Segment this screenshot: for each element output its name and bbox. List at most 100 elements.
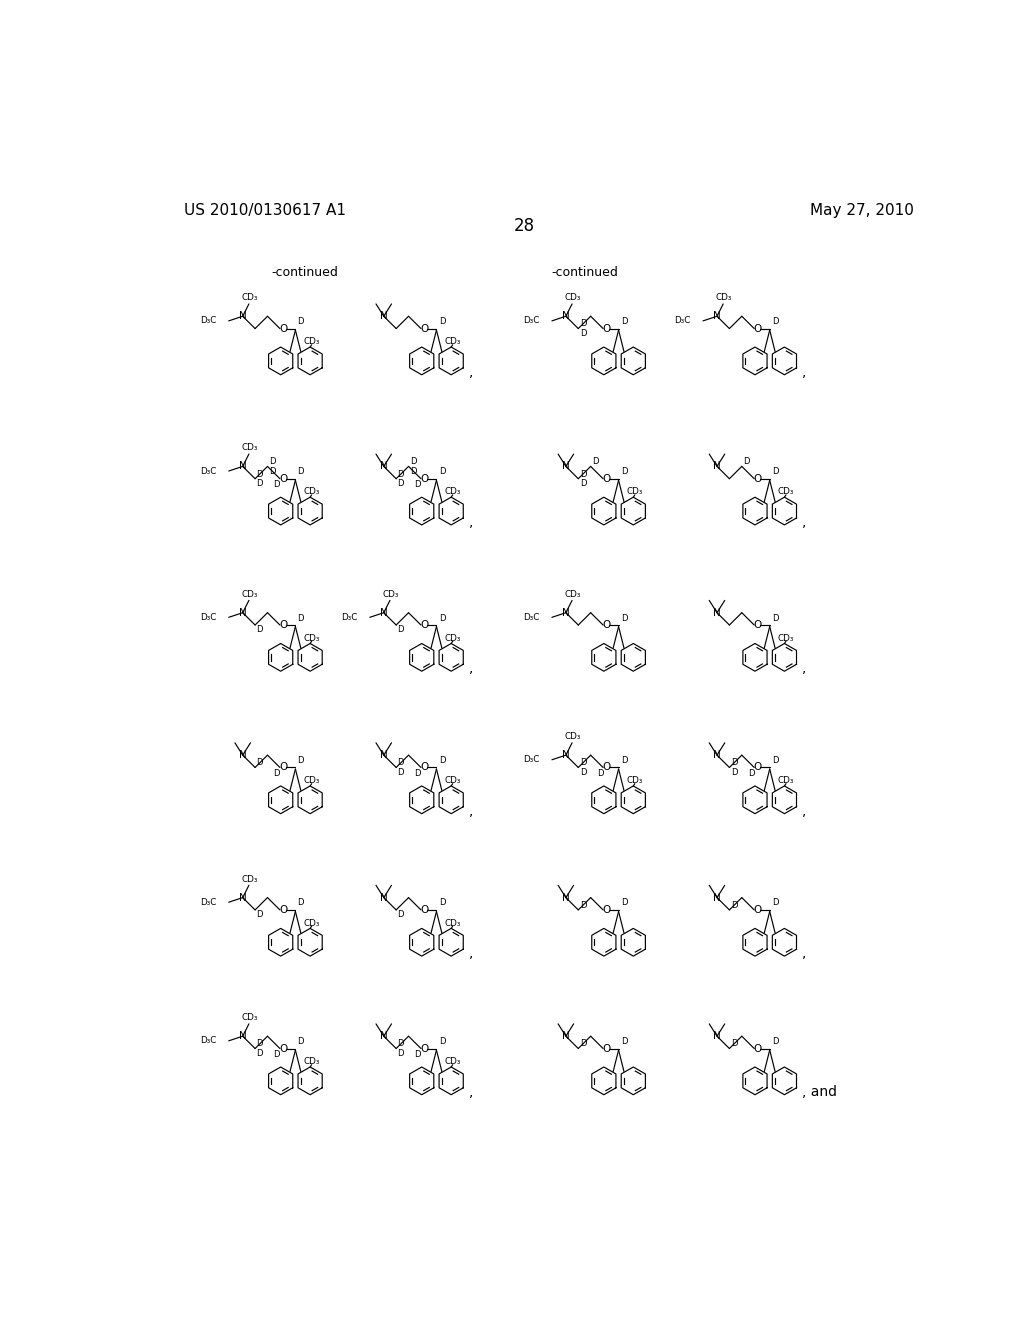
Text: D: D <box>269 466 275 475</box>
Text: D: D <box>731 768 737 776</box>
Text: CD₃: CD₃ <box>242 875 258 883</box>
Text: D: D <box>298 756 304 766</box>
Text: O: O <box>420 906 428 915</box>
Text: D: D <box>410 466 417 475</box>
Text: D: D <box>298 317 304 326</box>
Text: CD₃: CD₃ <box>564 293 581 302</box>
Text: CD₃: CD₃ <box>444 337 461 346</box>
Text: D: D <box>273 480 280 490</box>
Text: ,: , <box>802 515 807 529</box>
Text: ,: , <box>802 946 807 960</box>
Text: O: O <box>279 906 287 915</box>
Text: O: O <box>279 474 287 483</box>
Text: D: D <box>397 768 404 776</box>
Text: D: D <box>580 900 586 909</box>
Text: D: D <box>415 1051 421 1059</box>
Text: D: D <box>397 1048 404 1057</box>
Text: D₃C: D₃C <box>523 317 540 325</box>
Text: O: O <box>602 906 610 915</box>
Text: ,: , <box>469 364 473 379</box>
Text: D: D <box>438 467 445 477</box>
Text: D: D <box>298 467 304 477</box>
Text: CD₃: CD₃ <box>778 487 795 496</box>
Text: O: O <box>420 474 428 483</box>
Text: -continued: -continued <box>552 265 618 279</box>
Text: D: D <box>438 899 445 907</box>
Text: O: O <box>754 323 762 334</box>
Text: O: O <box>420 763 428 772</box>
Text: N: N <box>562 607 569 618</box>
Text: D: D <box>621 899 628 907</box>
Text: D₃C: D₃C <box>200 1036 216 1045</box>
Text: -continued: -continued <box>271 265 338 279</box>
Text: D: D <box>597 770 603 777</box>
Text: O: O <box>279 323 287 334</box>
Text: D: D <box>438 756 445 766</box>
Text: N: N <box>380 750 388 760</box>
Text: CD₃: CD₃ <box>242 293 258 302</box>
Text: CD₃: CD₃ <box>778 776 795 785</box>
Text: D: D <box>298 1038 304 1045</box>
Text: CD₃: CD₃ <box>303 337 319 346</box>
Text: D₃C: D₃C <box>200 612 216 622</box>
Text: CD₃: CD₃ <box>242 590 258 599</box>
Text: N: N <box>562 312 569 321</box>
Text: CD₃: CD₃ <box>564 590 581 599</box>
Text: N: N <box>239 892 247 903</box>
Text: ,: , <box>469 515 473 529</box>
Text: O: O <box>754 474 762 483</box>
Text: D: D <box>580 759 586 767</box>
Text: N: N <box>239 750 247 760</box>
Text: D: D <box>397 759 404 767</box>
Text: O: O <box>754 763 762 772</box>
Text: D: D <box>256 759 263 767</box>
Text: D₃C: D₃C <box>341 612 357 622</box>
Text: D: D <box>397 479 404 488</box>
Text: N: N <box>562 750 569 760</box>
Text: May 27, 2010: May 27, 2010 <box>810 203 913 218</box>
Text: N: N <box>239 312 247 321</box>
Text: D: D <box>772 317 778 326</box>
Text: CD₃: CD₃ <box>303 487 319 496</box>
Text: D: D <box>580 470 586 479</box>
Text: D: D <box>580 1039 586 1048</box>
Text: N: N <box>380 312 388 321</box>
Text: D: D <box>580 479 586 488</box>
Text: D: D <box>621 614 628 623</box>
Text: D: D <box>397 909 404 919</box>
Text: D: D <box>269 457 275 466</box>
Text: N: N <box>713 312 721 321</box>
Text: O: O <box>279 763 287 772</box>
Text: CD₃: CD₃ <box>716 293 732 302</box>
Text: O: O <box>754 620 762 630</box>
Text: O: O <box>602 763 610 772</box>
Text: D₃C: D₃C <box>200 317 216 325</box>
Text: D: D <box>748 770 755 777</box>
Text: D₃C: D₃C <box>200 466 216 475</box>
Text: D₃C: D₃C <box>200 898 216 907</box>
Text: D: D <box>580 319 586 329</box>
Text: D: D <box>273 1051 280 1059</box>
Text: N: N <box>380 1031 388 1041</box>
Text: O: O <box>279 1044 287 1053</box>
Text: O: O <box>602 1044 610 1053</box>
Text: N: N <box>713 750 721 760</box>
Text: N: N <box>713 607 721 618</box>
Text: D: D <box>621 1038 628 1045</box>
Text: D: D <box>397 470 404 479</box>
Text: O: O <box>602 620 610 630</box>
Text: D₃C: D₃C <box>674 317 690 325</box>
Text: CD₃: CD₃ <box>303 776 319 785</box>
Text: N: N <box>562 462 569 471</box>
Text: CD₃: CD₃ <box>303 634 319 643</box>
Text: D: D <box>256 1048 263 1057</box>
Text: N: N <box>380 607 388 618</box>
Text: N: N <box>562 892 569 903</box>
Text: CD₃: CD₃ <box>444 776 461 785</box>
Text: D: D <box>298 614 304 623</box>
Text: O: O <box>420 323 428 334</box>
Text: CD₃: CD₃ <box>303 919 319 928</box>
Text: D: D <box>621 467 628 477</box>
Text: D: D <box>410 457 417 466</box>
Text: O: O <box>602 474 610 483</box>
